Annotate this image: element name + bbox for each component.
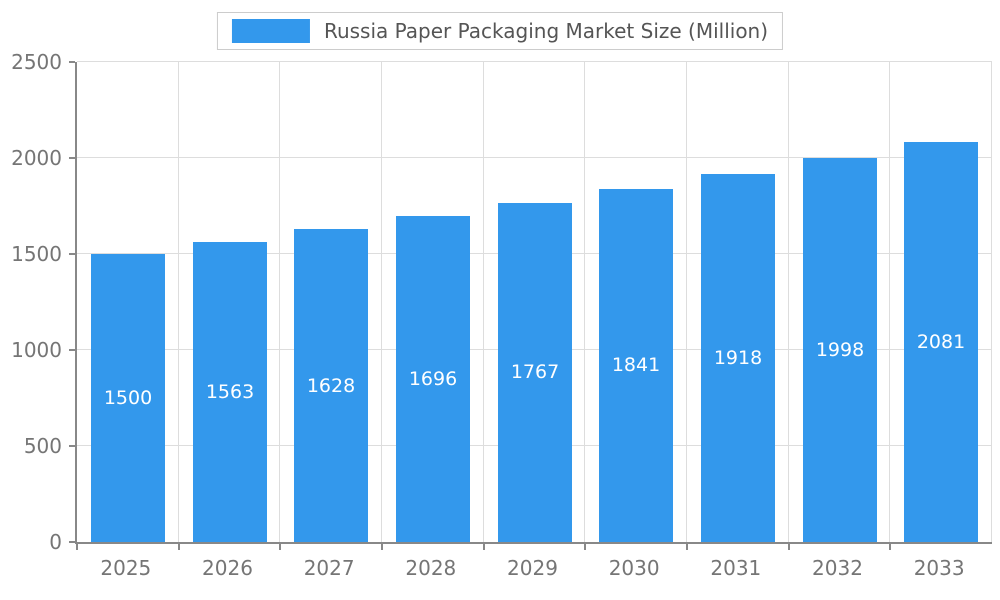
- x-axis-tick-label: 2026: [202, 556, 253, 580]
- bar-value-label: 1841: [611, 354, 661, 377]
- bar: 1563: [193, 241, 267, 542]
- gridline-vertical: [889, 62, 890, 542]
- gridline-vertical: [788, 62, 789, 542]
- bar-value-label: 1767: [510, 361, 560, 384]
- legend: Russia Paper Packaging Market Size (Mill…: [216, 12, 784, 50]
- x-tick-mark: [483, 544, 485, 550]
- bar-value-label: 1628: [306, 374, 356, 397]
- bar: 1500: [91, 254, 165, 542]
- gridline-vertical: [991, 62, 992, 542]
- x-tick-mark: [178, 544, 180, 550]
- bar-value-label: 1563: [205, 380, 255, 403]
- plot-area: 1500 1563 1628 1696 1767 1841 1918 1998 2081: [69, 61, 992, 550]
- gridline-vertical: [178, 62, 179, 542]
- y-tick-mark: [69, 157, 75, 159]
- x-tick-mark: [76, 544, 78, 550]
- gridline-horizontal: [77, 61, 992, 62]
- legend-swatch: [231, 19, 310, 43]
- x-tick-mark: [788, 544, 790, 550]
- bar-value-label: 1696: [408, 368, 458, 391]
- gridline-vertical: [279, 62, 280, 542]
- bar-value-label: 1500: [103, 387, 153, 409]
- x-tick-mark: [889, 544, 891, 550]
- y-tick-mark: [69, 445, 75, 447]
- chart-title: Russia Paper Packaging Market Size (Mill…: [323, 19, 769, 43]
- y-tick-mark: [69, 541, 75, 543]
- bar: 2081: [904, 142, 978, 542]
- gridline-vertical: [483, 62, 484, 542]
- gridline-vertical: [381, 62, 382, 542]
- bar: 1841: [599, 188, 673, 542]
- y-axis-tick-label: 2500: [11, 50, 62, 74]
- x-axis-tick-label: 2032: [812, 556, 863, 580]
- x-tick-mark: [381, 544, 383, 550]
- y-axis-tick-label: 2000: [11, 146, 62, 170]
- bar: 1767: [498, 202, 572, 542]
- x-tick-mark: [584, 544, 586, 550]
- y-tick-mark: [69, 349, 75, 351]
- gridline-vertical: [584, 62, 585, 542]
- y-axis-tick-label: 500: [23, 434, 62, 458]
- y-axis-tick-label: 1000: [11, 338, 62, 362]
- x-axis-tick-label: 2029: [507, 556, 558, 580]
- gridline-vertical: [686, 62, 687, 542]
- bar: 1696: [396, 216, 470, 542]
- bar-value-label: 1918: [713, 346, 763, 369]
- x-axis-tick-label: 2030: [608, 556, 660, 580]
- gridline-horizontal: [77, 157, 992, 158]
- x-axis-tick-label: 2033: [913, 556, 965, 580]
- bar-value-label: 1998: [815, 339, 865, 362]
- x-axis-tick-label: 2027: [303, 556, 355, 580]
- bar-value-label: 2081: [916, 331, 966, 354]
- x-tick-mark: [686, 544, 688, 550]
- bar: 1628: [294, 229, 368, 542]
- x-axis-tick-label: 2031: [710, 556, 762, 580]
- bar: 1918: [701, 173, 775, 542]
- y-tick-mark: [69, 253, 75, 255]
- x-axis-tick-label: 2025: [100, 556, 152, 580]
- y-tick-mark: [69, 61, 75, 63]
- x-axis-tick-label: 2028: [405, 556, 457, 580]
- x-tick-mark: [279, 544, 281, 550]
- bar: 1998: [803, 158, 877, 542]
- y-axis-tick-label: 1500: [11, 242, 62, 266]
- y-axis-tick-label: 0: [49, 530, 62, 554]
